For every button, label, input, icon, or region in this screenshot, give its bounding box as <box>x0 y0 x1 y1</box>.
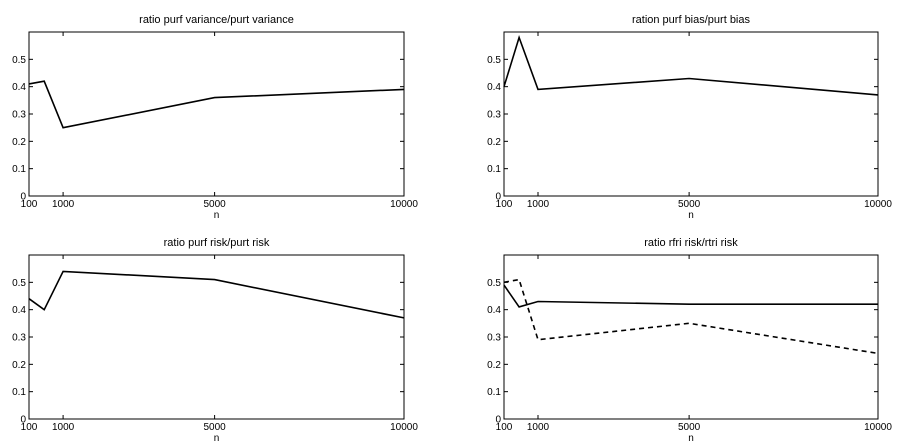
y-tick-label: 0 <box>20 192 26 203</box>
x-axis-label: n <box>688 210 694 221</box>
x-tick-label: 5000 <box>203 199 226 210</box>
x-tick-label: 1000 <box>527 199 550 210</box>
series-line-1 <box>28 270 405 319</box>
y-tick-label: 0.1 <box>487 164 501 175</box>
y-tick-label: 0.4 <box>487 305 501 316</box>
chart-panel-3: ratio purf risk/purt risk 0 0.1 0.2 0.3 0.4 0.… <box>12 237 418 443</box>
y-tick-label: 0.3 <box>487 333 501 344</box>
y-tick-label: 0.5 <box>12 55 26 66</box>
series-line-1 <box>503 284 878 308</box>
y-tick-label: 0.1 <box>12 164 26 175</box>
y-tick-label: 0.1 <box>487 387 501 398</box>
x-tick-label: 1000 <box>52 199 75 210</box>
chart-panel-1: ratio purf variance/purt variance 0 0.1 0.2… <box>12 14 418 221</box>
y-tick-label: 0.2 <box>487 137 501 148</box>
chart-panel-2: ration purf bias/purt bias 0 0.1 0.2 0.3 0.4 0… <box>487 14 892 221</box>
x-tick-label: 100 <box>496 199 513 210</box>
chart-title: ratio purf risk/purt risk <box>164 237 270 249</box>
x-tick-label: 5000 <box>678 199 701 210</box>
x-tick-label: 10000 <box>390 422 418 433</box>
x-tick-label: 100 <box>496 422 513 433</box>
x-tick-label: 10000 <box>390 199 418 210</box>
y-tick-label: 0.2 <box>487 360 501 371</box>
chart-panel-4: ratio rfri risk/rtri risk 0 0.1 0.2 0.3 0.4 0.… <box>487 237 892 443</box>
plot-frame <box>503 31 879 197</box>
y-tick-label: 0.5 <box>487 278 501 289</box>
series-line-1 <box>503 34 879 96</box>
x-tick-label: 5000 <box>203 422 226 433</box>
y-tick-label: 0.3 <box>487 110 501 121</box>
y-tick-label: 0.5 <box>487 55 501 66</box>
y-tick-label: 0.4 <box>12 305 26 316</box>
y-tick-label: 0.4 <box>487 82 501 93</box>
x-axis-label: n <box>214 210 220 221</box>
x-tick-label: 10000 <box>864 422 892 433</box>
y-tick-label: 0.2 <box>12 137 26 148</box>
y-tick-label: 0 <box>495 415 501 426</box>
y-tick-label: 0.4 <box>12 82 26 93</box>
y-tick-label: 0 <box>20 415 26 426</box>
chart-title: ratio purf variance/purt variance <box>139 14 294 26</box>
chart-title: ration purf bias/purt bias <box>632 14 751 26</box>
y-tick-label: 0.3 <box>12 333 26 344</box>
y-tick-label: 0.5 <box>12 278 26 289</box>
x-axis-label: n <box>688 433 694 443</box>
y-tick-label: 0 <box>495 192 501 203</box>
x-axis-label: n <box>214 433 220 443</box>
plot-frame <box>28 31 405 197</box>
series-line-2 <box>503 278 879 355</box>
y-tick-label: 0.3 <box>12 110 26 121</box>
x-tick-label: 1000 <box>527 422 550 433</box>
x-tick-label: 5000 <box>678 422 701 433</box>
chart-title: ratio rfri risk/rtri risk <box>644 237 738 249</box>
x-tick-label: 100 <box>21 199 38 210</box>
y-tick-label: 0.2 <box>12 360 26 371</box>
series-line-1 <box>28 80 405 129</box>
y-tick-label: 0.1 <box>12 387 26 398</box>
x-tick-label: 10000 <box>864 199 892 210</box>
x-tick-label: 100 <box>21 422 38 433</box>
x-tick-label: 1000 <box>52 422 75 433</box>
